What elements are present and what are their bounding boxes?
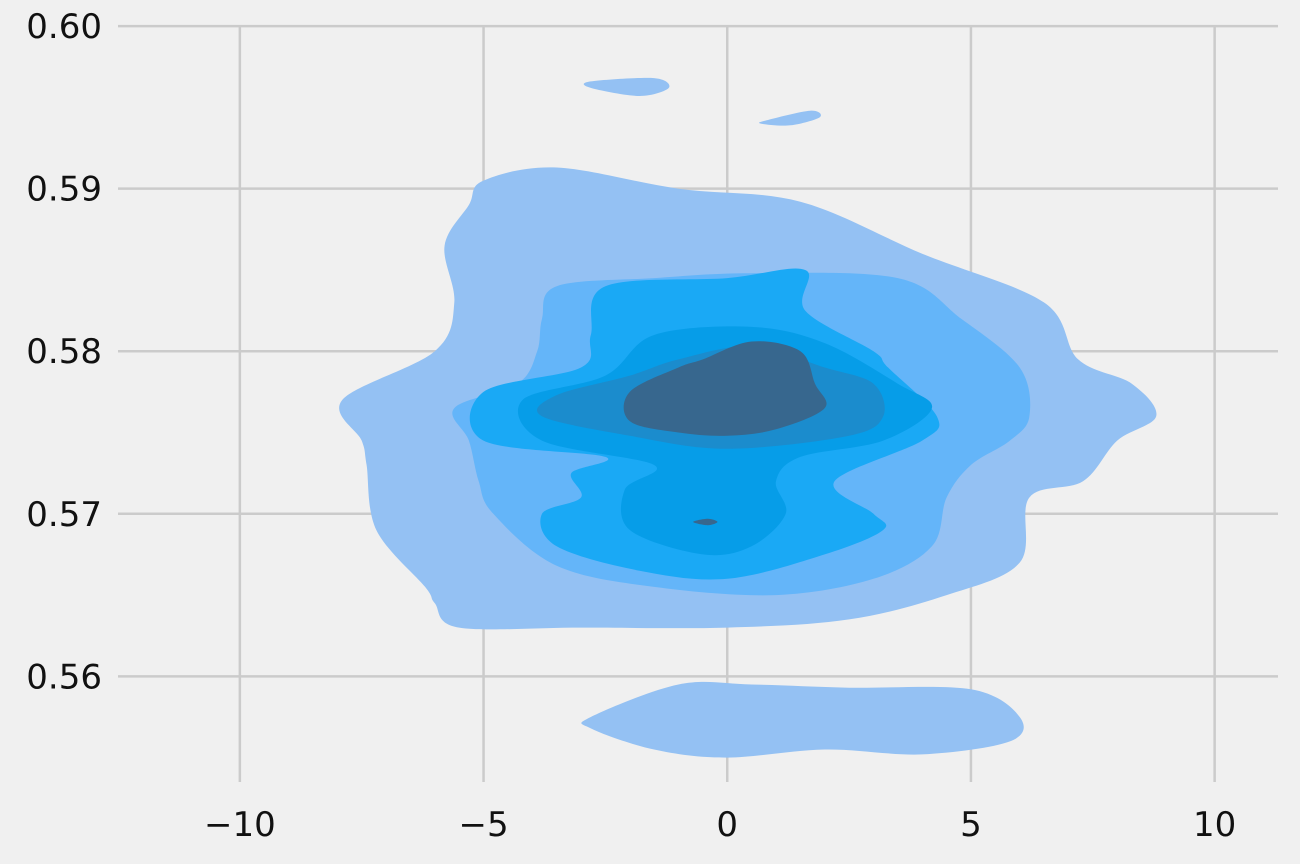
x-tick-label: 10 [1193, 805, 1236, 845]
y-tick-label: 0.60 [26, 7, 102, 47]
y-tick-label: 0.56 [26, 657, 102, 697]
x-tick-label: −10 [204, 805, 276, 845]
x-tick-label: 0 [716, 805, 738, 845]
contour-level-6-region-0 [623, 341, 827, 436]
contour-level-1-region-2 [583, 77, 670, 96]
y-tick-label: 0.59 [26, 170, 102, 210]
contour-level-1-region-1 [581, 681, 1024, 758]
contour-level-1-region-3 [758, 110, 821, 126]
y-tick-label: 0.58 [26, 332, 102, 372]
contour-level-6-region-1 [693, 518, 718, 526]
x-tick-label: −5 [458, 805, 508, 845]
y-axis-ticks: 0.56 0.57 0.58 0.59 0.60 [26, 7, 102, 697]
x-tick-label: 5 [960, 805, 982, 845]
x-axis-ticks: −10 −5 0 5 10 [204, 805, 1236, 845]
y-tick-label: 0.57 [26, 495, 102, 535]
density-contours [339, 77, 1157, 758]
